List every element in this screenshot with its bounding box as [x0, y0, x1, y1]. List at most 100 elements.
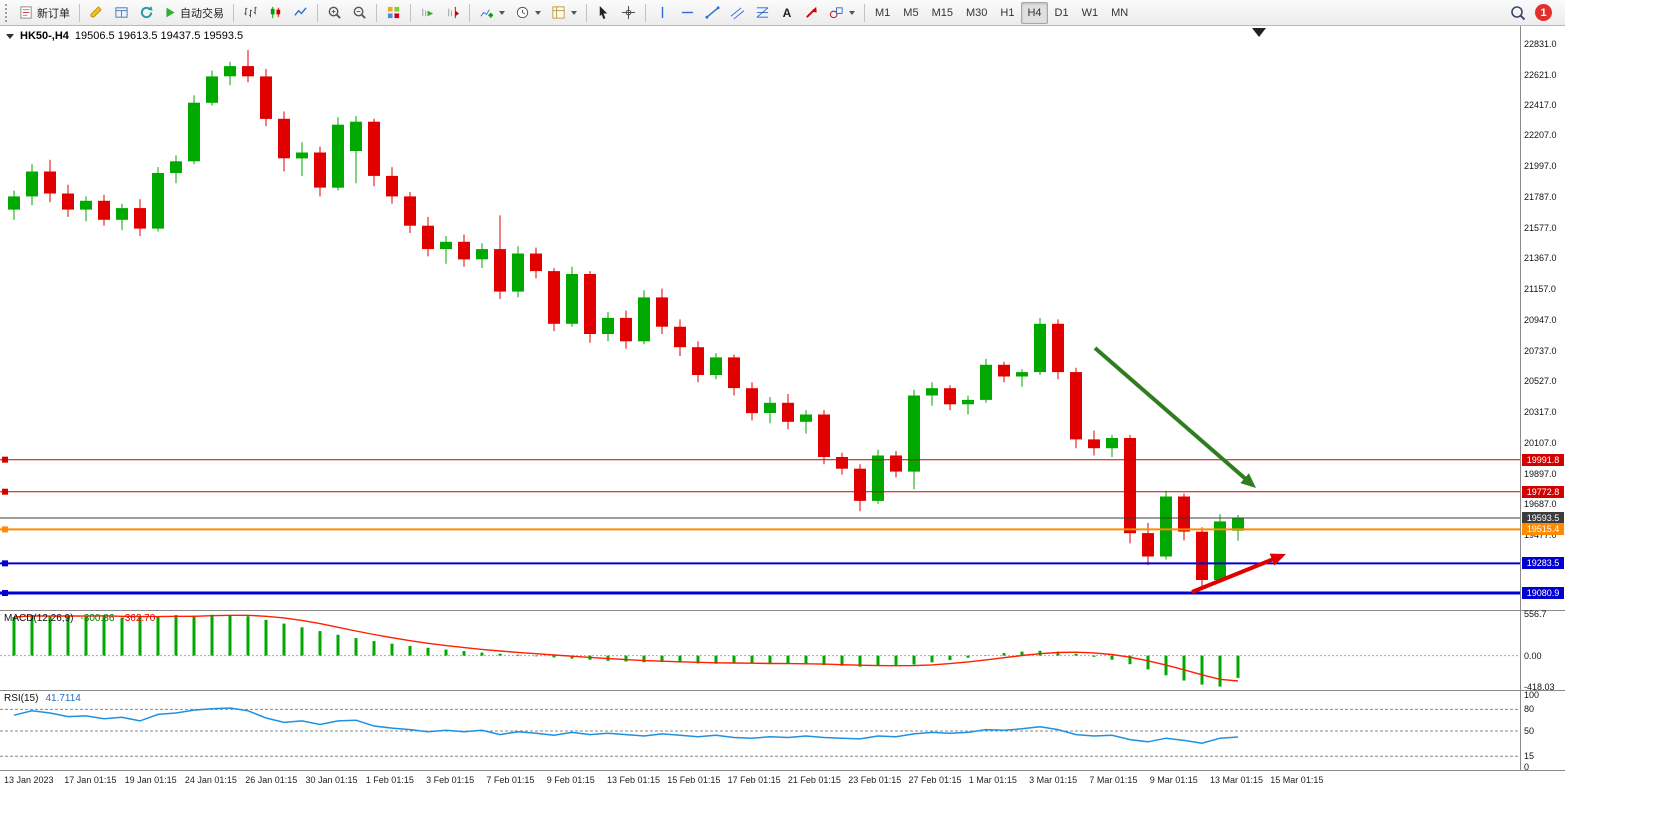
- chart-shift-button[interactable]: [440, 2, 465, 24]
- shapes-icon: [829, 7, 843, 19]
- line-handle[interactable]: [2, 488, 8, 495]
- timeframe-m1-button[interactable]: M1: [869, 2, 896, 24]
- timeframe-m5-button[interactable]: M5: [897, 2, 924, 24]
- date-axis-label: 7 Mar 01:15: [1089, 775, 1138, 785]
- date-axis-label: 30 Jan 01:15: [305, 775, 358, 785]
- periods-button[interactable]: [510, 2, 546, 24]
- new-order-button[interactable]: 新订单: [14, 2, 75, 24]
- line-handle[interactable]: [2, 526, 8, 533]
- candle-body: [764, 402, 776, 413]
- macd-axis-label: 0.00: [1524, 650, 1542, 661]
- indicators-button[interactable]: [474, 2, 510, 24]
- search-symbols-button[interactable]: [1505, 2, 1531, 24]
- refresh-button[interactable]: [134, 2, 159, 24]
- green-down-arrow-head[interactable]: [1240, 473, 1256, 488]
- line-chart-button[interactable]: [288, 2, 313, 24]
- chart-collapse-icon[interactable]: [6, 33, 14, 39]
- macd-main-value: -300.86: [80, 613, 115, 624]
- macd-label-overlay: MACD(12,26,9) -300.86 -362.70: [4, 613, 155, 624]
- price-axis-label: 22417.0: [1524, 99, 1557, 110]
- red-up-arrow-head[interactable]: [1269, 553, 1286, 566]
- crosshair-button[interactable]: [616, 2, 641, 24]
- timeframe-m15-button[interactable]: M15: [926, 2, 959, 24]
- chart-ohlc-values: 19506.5 19613.5 19437.5 19593.5: [74, 30, 244, 42]
- timeframe-w1-button[interactable]: W1: [1076, 2, 1105, 24]
- green-down-arrow[interactable]: [1093, 346, 1252, 485]
- candle-body: [1070, 372, 1082, 440]
- bar-chart-button[interactable]: [238, 2, 263, 24]
- line-handle[interactable]: [2, 456, 8, 463]
- rsi-axis[interactable]: 100 80 50 15 0: [1520, 690, 1565, 772]
- main-chart-canvas[interactable]: [0, 26, 1520, 610]
- date-axis-label: 17 Feb 01:15: [727, 775, 781, 785]
- data-window-button[interactable]: [109, 2, 134, 24]
- candle-body: [314, 152, 326, 188]
- candle-body: [422, 225, 434, 250]
- equidistant-channel-button[interactable]: [725, 2, 750, 24]
- date-axis-label: 13 Feb 01:15: [607, 775, 661, 785]
- price-badge-19593.5: 19593.5: [1522, 511, 1564, 524]
- fibonacci-button[interactable]: [750, 2, 775, 24]
- rsi-panel: RSI(15) 41.7114 100 80 50 15 0: [0, 690, 1565, 772]
- candle-body: [836, 457, 848, 469]
- autotrading-button[interactable]: 自动交易: [159, 2, 229, 24]
- line-handle[interactable]: [2, 560, 8, 567]
- last-bar-marker-icon[interactable]: [1252, 28, 1266, 37]
- candle-body: [800, 414, 812, 422]
- timeframe-d1-button[interactable]: D1: [1049, 2, 1075, 24]
- zoom-in-icon: [328, 6, 341, 19]
- candlestick-chart-button[interactable]: [263, 2, 288, 24]
- auto-scroll-button[interactable]: [415, 2, 440, 24]
- candle-body: [710, 357, 722, 375]
- timeframe-m30-button[interactable]: M30: [960, 2, 993, 24]
- macd-axis[interactable]: 556.7 0.00 -418.03: [1520, 609, 1565, 692]
- candle-body: [224, 66, 236, 77]
- macd-axis-label: -418.03: [1524, 681, 1555, 692]
- line-handle[interactable]: [2, 590, 8, 597]
- candle-body: [206, 76, 218, 103]
- time-axis[interactable]: 13 Jan 2023 17 Jan 01:15 19 Jan 01:15 24 Ja…: [0, 770, 1565, 790]
- shapes-button[interactable]: [824, 2, 860, 24]
- date-axis-label: 19 Jan 01:15: [124, 775, 177, 785]
- chart-symbol-period: HK50-,H4: [20, 30, 69, 42]
- notification-badge[interactable]: 1: [1535, 4, 1552, 21]
- price-axis-label: 20527.0: [1524, 376, 1557, 387]
- macd-signal-line: [13, 614, 1239, 682]
- vertical-line-button[interactable]: [650, 2, 675, 24]
- metaeditor-button[interactable]: [84, 2, 109, 24]
- zoom-out-button[interactable]: [347, 2, 372, 24]
- candle-body: [1016, 372, 1028, 377]
- candle-body: [26, 171, 38, 197]
- rsi-axis-label: 100: [1524, 690, 1540, 700]
- trendline-button[interactable]: [700, 2, 725, 24]
- candle-body: [548, 271, 560, 324]
- price-badge-19772.8: 19772.8: [1522, 485, 1564, 498]
- price-axis-label: 20947.0: [1524, 314, 1557, 325]
- rsi-canvas[interactable]: [0, 691, 1520, 770]
- macd-canvas[interactable]: [0, 611, 1520, 690]
- date-axis-label: 15 Mar 01:15: [1270, 775, 1324, 785]
- new-order-icon: [20, 6, 32, 19]
- toolbar-separator: [376, 3, 377, 22]
- price-axis-label: 21157.0: [1524, 284, 1556, 295]
- red-up-arrow[interactable]: [1191, 555, 1280, 594]
- tile-windows-button[interactable]: [381, 2, 406, 24]
- toolbar-grip[interactable]: [5, 3, 10, 22]
- candle-body: [512, 253, 524, 292]
- price-axis-label: 19687.0: [1524, 499, 1557, 510]
- toolbar-separator: [317, 3, 318, 22]
- candle-body: [818, 414, 830, 457]
- autotrading-label: 自动交易: [180, 7, 224, 20]
- text-button[interactable]: A: [775, 2, 799, 24]
- horizontal-line-button[interactable]: [675, 2, 700, 24]
- candle-body: [854, 468, 866, 501]
- timeframe-h1-button[interactable]: H1: [994, 2, 1020, 24]
- cursor-button[interactable]: [591, 2, 616, 24]
- timeframe-mn-button[interactable]: MN: [1105, 2, 1134, 24]
- timeframe-h4-button[interactable]: H4: [1021, 1, 1048, 24]
- candle-body: [494, 249, 506, 292]
- templates-button[interactable]: [546, 2, 582, 24]
- zoom-in-button[interactable]: [322, 2, 347, 24]
- arrows-tool-button[interactable]: [799, 2, 824, 24]
- price-axis[interactable]: 22831.0 22621.0 22417.0 22207.0 21997.0 21787…: [1520, 26, 1565, 610]
